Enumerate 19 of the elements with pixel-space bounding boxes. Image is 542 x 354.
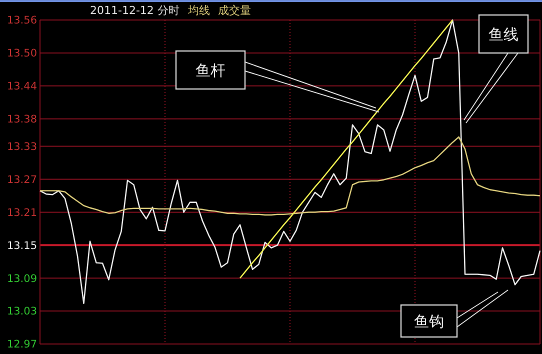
y-tick-label: 13.09 <box>6 272 37 285</box>
annotation: 鱼线 <box>488 25 518 44</box>
text: 成交量 <box>218 4 251 17</box>
y-tick-label: 13.50 <box>6 48 37 60</box>
y-tick-label: 13.38 <box>6 114 37 126</box>
line-series <box>39 136 541 216</box>
annotation: 鱼钩 <box>414 312 444 330</box>
line-series <box>239 19 454 279</box>
y-tick-label: 13.44 <box>6 80 38 93</box>
text: 均线 <box>187 4 210 17</box>
y-tick-label: 13.03 <box>6 306 37 318</box>
y-tick-label: 13.21 <box>6 206 37 219</box>
y-tick-label: 13.15 <box>6 240 37 252</box>
y-tick-label: 12.97 <box>6 338 37 351</box>
chart-title: 2011-12-12 分时 <box>90 4 180 17</box>
y-tick-label: 13.27 <box>6 174 37 186</box>
y-tick-label: 13.33 <box>6 140 37 153</box>
y-tick-label: 13.56 <box>6 14 38 27</box>
annotation: 鱼杆 <box>196 61 226 80</box>
